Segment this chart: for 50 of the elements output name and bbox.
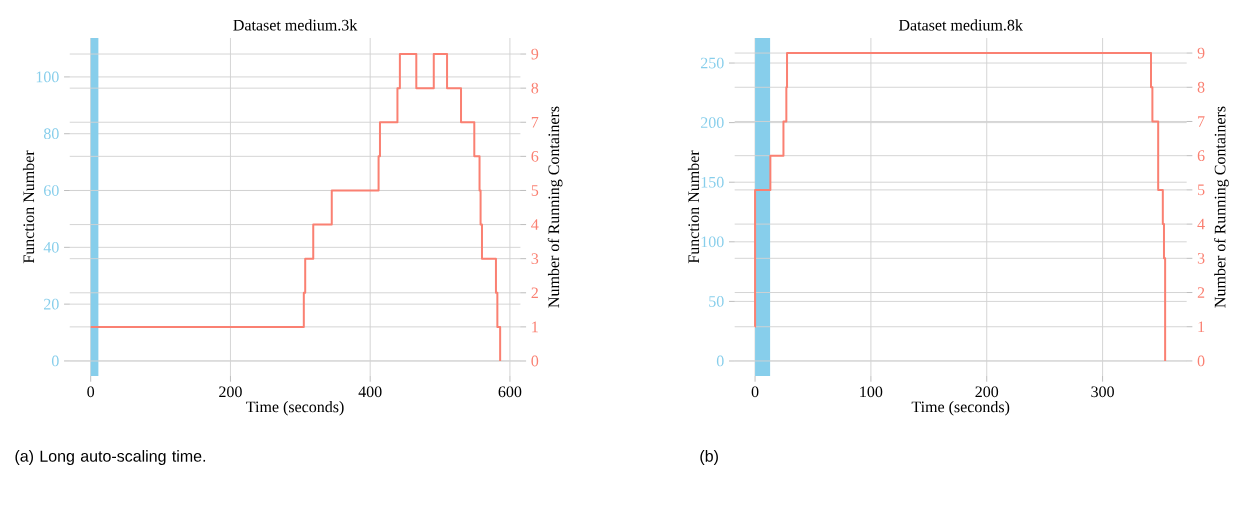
y2-tick-label: 1 (1198, 321, 1205, 333)
x-tick-label: 200 (975, 386, 999, 398)
chart-title: Dataset medium.3k (233, 19, 358, 31)
y-tick-label: 50 (709, 295, 724, 307)
x-tick-label: 600 (498, 386, 522, 398)
y-tick-label: 20 (44, 298, 59, 310)
y-tick-label: 250 (700, 57, 724, 69)
y2-tick-label: 7 (1198, 116, 1205, 127)
y2-tick-label: 2 (1197, 287, 1205, 298)
text: (b) (700, 450, 718, 465)
y2-axis-title: Number of Running Containers (1214, 106, 1229, 308)
chart-title: Dataset medium.8k (898, 19, 1023, 31)
y2-tick-label: 6 (531, 150, 539, 162)
y2-tick-label: 5 (1198, 184, 1205, 196)
y2-axis-title: Number of Running Containers (547, 106, 563, 308)
text: (a) Long auto-scaling time. (15, 450, 206, 465)
y2-tick-label: 4 (1197, 218, 1205, 230)
y-tick-label: 200 (700, 117, 724, 129)
y2-tick-label: 6 (1197, 150, 1205, 162)
y-axis-title: Function Number (687, 150, 700, 264)
y2-tick-label: 5 (531, 185, 539, 196)
y2-tick-label: 3 (531, 253, 539, 265)
y2-tick-label: 2 (531, 287, 538, 299)
x-tick-label: 0 (751, 386, 759, 398)
x-axis-title: Time (seconds) (911, 401, 1010, 416)
x-tick-label: 300 (1091, 386, 1114, 398)
x-tick-label: 100 (860, 386, 883, 398)
y2-tick-label: 3 (1197, 252, 1205, 264)
y-tick-label: 100 (701, 236, 724, 248)
x-tick-label: 0 (87, 386, 95, 398)
y2-tick-label: 4 (531, 219, 539, 230)
y-tick-label: 80 (43, 128, 59, 140)
y2-tick-label: 0 (531, 355, 539, 367)
y-tick-label: 100 (36, 71, 59, 83)
y2-tick-label: 9 (531, 48, 539, 60)
y2-tick-label: 8 (1197, 81, 1205, 93)
y2-tick-label: 7 (531, 117, 539, 128)
y-tick-label: 0 (51, 355, 59, 367)
x-tick-label: 200 (219, 386, 242, 398)
y2-tick-label: 1 (532, 321, 538, 333)
x-tick-label: 400 (358, 386, 382, 398)
y-tick-label: 40 (43, 241, 59, 253)
y2-tick-label: 0 (1197, 355, 1205, 367)
y-tick-label: 150 (701, 176, 724, 188)
y-tick-label: 60 (44, 185, 59, 196)
y2-tick-label: 8 (531, 82, 539, 94)
y-tick-label: 0 (716, 355, 724, 367)
y-axis-title: Function Number (22, 150, 35, 264)
x-axis-title: Time (seconds) (246, 401, 344, 416)
y2-tick-label: 9 (1197, 47, 1205, 59)
